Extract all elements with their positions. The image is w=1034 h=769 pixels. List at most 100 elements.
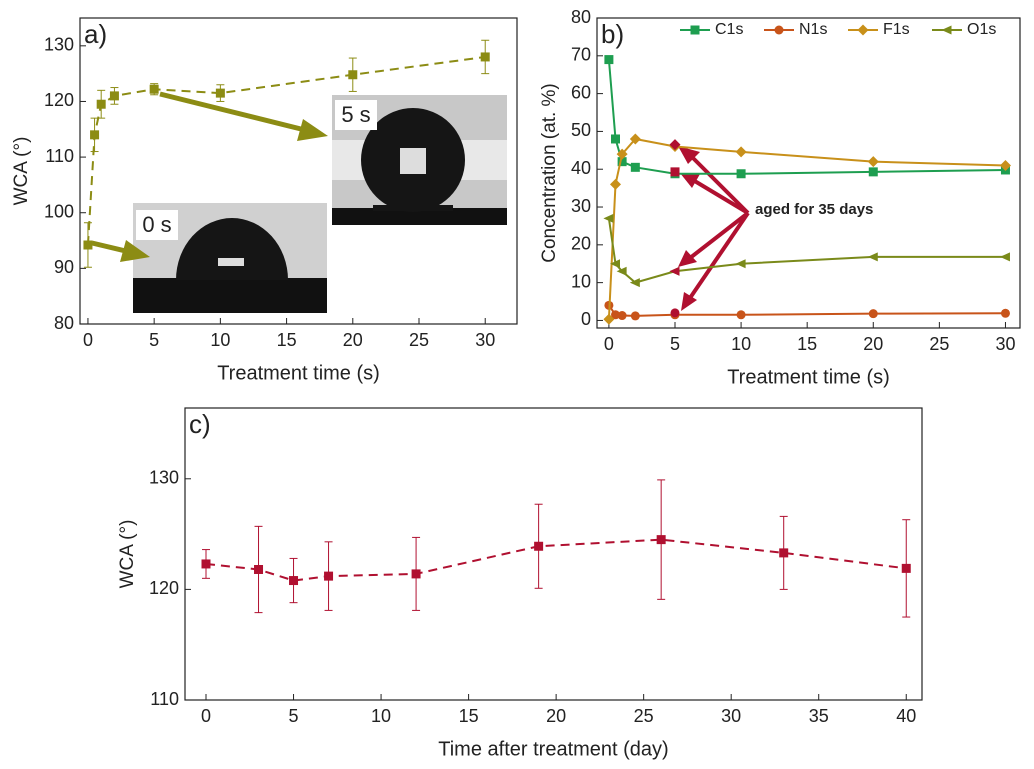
marker (629, 278, 640, 288)
arrowhead (678, 250, 697, 267)
marker (867, 156, 879, 168)
arrowhead (681, 292, 697, 311)
marker (603, 313, 615, 325)
y-tick-label: 100 (44, 201, 74, 221)
marker (534, 541, 544, 551)
x-tick-label: 20 (863, 334, 883, 354)
marker (149, 84, 159, 94)
inset-label: 5 s (341, 102, 370, 127)
arrowhead (297, 119, 328, 141)
x-tick-label: 20 (546, 706, 566, 726)
y-tick-label: 110 (45, 146, 74, 166)
x-tick-label: 0 (604, 334, 614, 354)
marker (669, 139, 681, 151)
arrow (688, 211, 750, 260)
arrowhead (678, 146, 700, 164)
arrow (688, 211, 750, 300)
panel-label: a) (84, 19, 107, 49)
x-tick-label: 10 (731, 334, 751, 354)
y-tick-label: 120 (149, 578, 179, 598)
plot-frame (184, 407, 923, 701)
marker (735, 146, 747, 158)
legend-label: F1s (883, 21, 910, 38)
x-tick-label: 5 (670, 334, 680, 354)
series-line (608, 304, 1006, 317)
x-tick-label: 15 (797, 334, 817, 354)
droplet-base (373, 205, 453, 211)
panel-label: c) (189, 409, 211, 439)
arrow (691, 178, 750, 215)
marker (670, 308, 680, 318)
y-tick-label: 90 (54, 257, 74, 277)
marker (735, 259, 746, 269)
arrowhead (120, 240, 150, 262)
y-tick-label: 0 (581, 309, 591, 329)
x-tick-label: 0 (83, 330, 93, 350)
annotation: aged for 35 days (755, 201, 873, 218)
plot-frame (79, 17, 518, 325)
marker (616, 266, 627, 276)
x-tick-label: 30 (995, 334, 1015, 354)
marker (736, 169, 746, 179)
marker (90, 130, 100, 140)
x-tick-label: 15 (277, 330, 297, 350)
x-tick-label: 10 (371, 706, 391, 726)
y-tick-label: 80 (54, 313, 74, 333)
marker (411, 569, 421, 579)
x-axis-label: Treatment time (s) (727, 366, 890, 388)
marker (324, 571, 334, 581)
inset-substrate (133, 278, 327, 313)
x-axis-label: Time after treatment (day) (438, 738, 668, 760)
marker (656, 535, 666, 545)
marker (736, 310, 746, 320)
y-tick-label: 10 (571, 271, 591, 291)
marker (868, 309, 878, 319)
inset-5s: 5 s (332, 95, 507, 225)
droplet-highlight (218, 258, 244, 266)
marker (83, 240, 93, 250)
series-line (607, 218, 1006, 284)
inset-arrows (91, 91, 328, 262)
label-box (335, 100, 377, 130)
x-tick-label: 25 (929, 334, 949, 354)
marker (999, 252, 1010, 262)
marker (96, 99, 106, 109)
legend-label: O1s (967, 21, 996, 38)
series-line (86, 55, 486, 246)
droplet (176, 218, 288, 280)
marker (630, 311, 640, 321)
droplet-highlight (400, 148, 426, 174)
marker (348, 70, 358, 80)
y-tick-label: 80 (571, 7, 591, 27)
x-axis-label: Treatment time (s) (217, 362, 380, 384)
aged-arrows (678, 146, 750, 311)
marker (617, 311, 627, 321)
marker (603, 213, 614, 223)
x-tick-label: 35 (809, 706, 829, 726)
y-tick-label: 30 (571, 196, 591, 216)
y-axis-label: WCA (°) (117, 520, 138, 589)
y-tick-label: 130 (149, 468, 179, 488)
marker (670, 167, 680, 177)
marker (289, 576, 299, 586)
marker (867, 252, 878, 262)
y-axis-label: WCA (°) (11, 137, 32, 206)
marker (901, 563, 911, 573)
marker (629, 133, 641, 145)
legend-label: N1s (799, 21, 827, 38)
marker (779, 548, 789, 558)
panel-label: b) (601, 19, 624, 49)
legend-marker (941, 25, 952, 35)
x-tick-label: 25 (634, 706, 654, 726)
x-tick-label: 10 (210, 330, 230, 350)
y-tick-label: 40 (571, 158, 591, 178)
y-tick-label: 50 (571, 120, 591, 140)
marker (611, 134, 621, 144)
y-axis-label: Concentration (at. %) (539, 83, 560, 263)
marker (610, 259, 621, 269)
marker (999, 159, 1011, 171)
marker (616, 148, 628, 160)
x-tick-label: 5 (289, 706, 299, 726)
marker (604, 55, 614, 65)
